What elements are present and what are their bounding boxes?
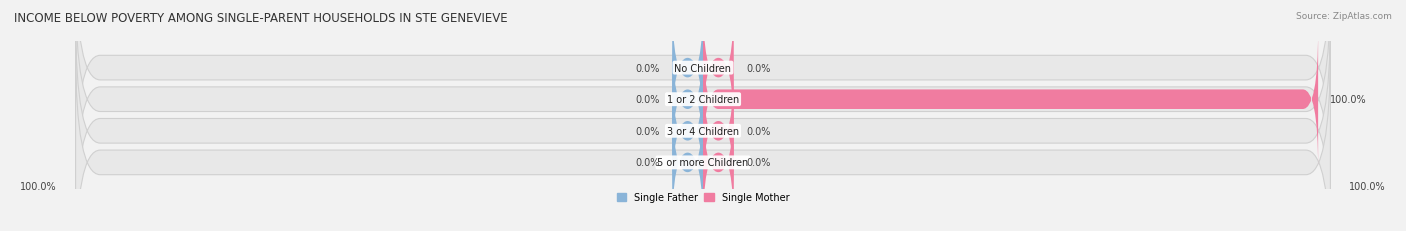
FancyBboxPatch shape — [672, 0, 703, 137]
FancyBboxPatch shape — [703, 62, 734, 200]
Text: 1 or 2 Children: 1 or 2 Children — [666, 95, 740, 105]
FancyBboxPatch shape — [703, 0, 734, 137]
Text: INCOME BELOW POVERTY AMONG SINGLE-PARENT HOUSEHOLDS IN STE GENEVIEVE: INCOME BELOW POVERTY AMONG SINGLE-PARENT… — [14, 12, 508, 24]
FancyBboxPatch shape — [703, 94, 734, 231]
Text: No Children: No Children — [675, 63, 731, 73]
FancyBboxPatch shape — [76, 18, 1330, 231]
Text: 0.0%: 0.0% — [636, 95, 659, 105]
FancyBboxPatch shape — [76, 0, 1330, 182]
Text: 0.0%: 0.0% — [636, 126, 659, 136]
FancyBboxPatch shape — [703, 31, 1319, 169]
FancyBboxPatch shape — [672, 31, 703, 169]
Text: 0.0%: 0.0% — [747, 126, 770, 136]
Text: 100.0%: 100.0% — [20, 181, 56, 191]
Text: 100.0%: 100.0% — [1350, 181, 1386, 191]
FancyBboxPatch shape — [672, 94, 703, 231]
FancyBboxPatch shape — [672, 62, 703, 200]
Text: Source: ZipAtlas.com: Source: ZipAtlas.com — [1296, 12, 1392, 21]
Text: 0.0%: 0.0% — [636, 158, 659, 168]
Text: 0.0%: 0.0% — [747, 158, 770, 168]
FancyBboxPatch shape — [76, 49, 1330, 231]
Text: 3 or 4 Children: 3 or 4 Children — [666, 126, 740, 136]
Legend: Single Father, Single Mother: Single Father, Single Mother — [617, 192, 789, 202]
Text: 5 or more Children: 5 or more Children — [658, 158, 748, 168]
Text: 0.0%: 0.0% — [747, 63, 770, 73]
Text: 100.0%: 100.0% — [1330, 95, 1367, 105]
Text: 0.0%: 0.0% — [636, 63, 659, 73]
FancyBboxPatch shape — [76, 0, 1330, 213]
